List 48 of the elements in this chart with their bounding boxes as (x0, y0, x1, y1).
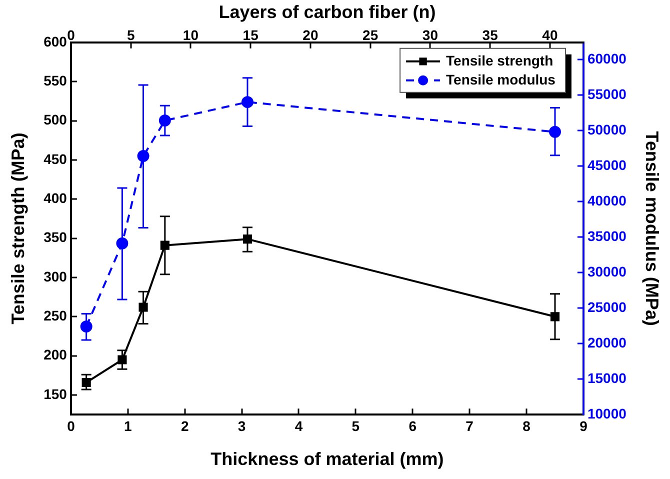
x-tick-label: 3 (238, 418, 246, 434)
x-axis-title: Thickness of material (mm) (210, 449, 444, 470)
x2-tick-label: 30 (422, 26, 438, 43)
x2-tick-label: 35 (482, 26, 498, 43)
x-tick-label: 4 (294, 418, 303, 434)
x-tick-label: 6 (408, 418, 417, 434)
x2-tick-label: 40 (542, 26, 558, 43)
x2-tick-label: 5 (126, 26, 135, 43)
y2-tick-label: 45000 (587, 156, 627, 173)
y2-tick-label: 35000 (587, 228, 627, 244)
y2-tick-label: 15000 (587, 370, 627, 386)
y2-tick-label: 10000 (587, 405, 627, 422)
y2-axis-title: Tensile modulus (MPa) (642, 131, 662, 326)
y2-tick-label: 55000 (587, 86, 627, 102)
y2-tick-label: 30000 (587, 263, 627, 280)
point (118, 355, 127, 364)
x-tick-label: 7 (466, 418, 474, 434)
x2-axis-title: Layers of carbon fiber (n) (218, 2, 436, 22)
y-tick-label: 400 (44, 190, 68, 206)
x2-tick-label: 15 (242, 26, 259, 43)
x-tick-label: 9 (580, 418, 588, 434)
y2-tick-label: 25000 (587, 298, 627, 315)
legend-label: Tensile modulus (446, 71, 556, 88)
x-tick-label: 8 (522, 418, 531, 434)
y-tick-label: 200 (44, 346, 68, 363)
x-tick-label: 0 (67, 418, 76, 434)
y-tick-label: 250 (44, 308, 68, 324)
y2-tick-label: 60000 (587, 50, 627, 66)
x2-tick-label: 0 (67, 26, 76, 43)
x2-tick-label: 10 (182, 26, 199, 43)
y-tick-label: 550 (44, 72, 68, 88)
y2-tick-label: 40000 (587, 192, 627, 208)
legend-label: Tensile strength (446, 52, 554, 68)
y-tick-label: 500 (44, 112, 68, 128)
y-tick-label: 300 (44, 268, 68, 284)
y-tick-label: 450 (44, 150, 68, 167)
y-tick-label: 350 (44, 229, 68, 246)
y2-tick-label: 50000 (587, 121, 627, 138)
point (138, 302, 148, 312)
y-tick-label: 600 (44, 33, 68, 50)
x-tick-label: 1 (124, 418, 132, 434)
x-tick-label: 2 (180, 418, 189, 434)
y2-tick-label: 20000 (587, 334, 627, 350)
x2-tick-label: 20 (302, 26, 318, 43)
x2-tick-label: 25 (362, 26, 378, 43)
y-axis-title: Tensile strength (MPa) (8, 132, 28, 324)
x-tick-label: 5 (352, 418, 360, 434)
y-tick-label: 150 (44, 386, 68, 402)
